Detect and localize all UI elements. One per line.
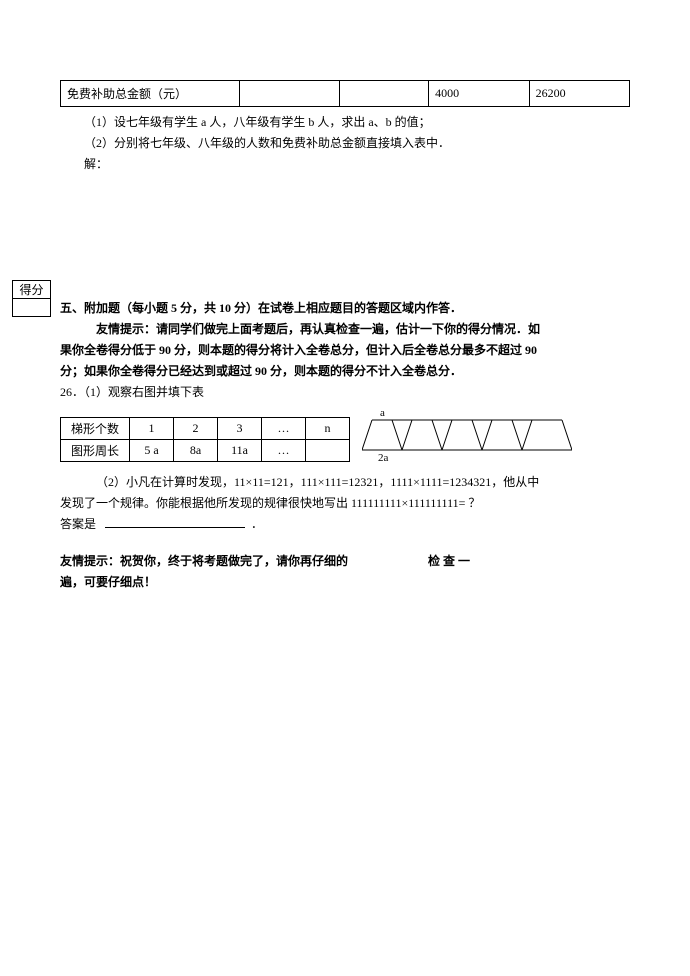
section-5-hint-line-c: 分；如果你全卷得分已经达到或超过 90 分，则本题的得分不计入全卷总分． (60, 362, 630, 381)
table-row: 梯形个数 1 2 3 … n (61, 417, 350, 439)
table-row: 图形周长 5 a 8a 11a … (61, 439, 350, 461)
section-5-title-text: 五、附加题（每小题 5 分，共 10 分）在试卷上相应题目的答题区域内作答． (60, 301, 462, 315)
section-5-title: 五、附加题（每小题 5 分，共 10 分）在试卷上相应题目的答题区域内作答． (60, 299, 630, 318)
cell-c3: 4000 (429, 81, 529, 107)
cell-label: 免费补助总金额（元） (61, 81, 240, 107)
cell-c2 (339, 81, 428, 107)
cell: 11a (218, 439, 262, 461)
q26-part2-line-b: 发现了一个规律。你能根据他所发现的规律很快地写出 111111111×11111… (60, 494, 630, 513)
closing-line-1: 友情提示：祝贺你，终于将考题做完了，请你再仔细的 检 查 一 (60, 552, 630, 571)
cell: 3 (218, 417, 262, 439)
solution-label: 解： (60, 155, 630, 174)
diagram-label-a: a (380, 407, 385, 419)
cell-c1 (239, 81, 339, 107)
cell: 2 (174, 417, 218, 439)
trapezoid-table: 梯形个数 1 2 3 … n 图形周长 5 a 8a 11a … (60, 417, 350, 462)
q26-part2-line-a: （2）小凡在计算时发现，11×11=121，111×111=12321，1111… (60, 473, 630, 492)
subsidy-table: 免费补助总金额（元） 4000 26200 (60, 80, 630, 107)
diagram-label-2a: 2a (378, 452, 389, 461)
q26-stem: 26．（1）观察右图并填下表 (60, 383, 630, 402)
closing-left: 友情提示：祝贺你，终于将考题做完了，请你再仔细的 (60, 554, 348, 568)
cell: 1 (130, 417, 174, 439)
closing-right: 检 查 一 (428, 554, 470, 568)
cell-c4: 26200 (529, 81, 629, 107)
cell: 梯形个数 (61, 417, 130, 439)
trapezoid-diagram: a 2a (362, 405, 572, 465)
question-part-1: （1）设七年级有学生 a 人，八年级有学生 b 人，求出 a、b 的值； (60, 113, 630, 132)
cell: n (306, 417, 350, 439)
cell: 图形周长 (61, 439, 130, 461)
closing-line-2: 遍，可要仔细点！ (60, 573, 630, 592)
question-part-2: （2）分别将七年级、八年级的人数和免费补助总金额直接填入表中． (60, 134, 630, 153)
cell: … (262, 417, 306, 439)
cell: … (262, 439, 306, 461)
cell: 8a (174, 439, 218, 461)
table-row: 免费补助总金额（元） 4000 26200 (61, 81, 630, 107)
answer-suffix: ． (251, 517, 263, 531)
cell (306, 439, 350, 461)
answer-blank (105, 516, 245, 528)
q26-answer-line: 答案是 ． (60, 515, 630, 534)
answer-prefix: 答案是 (60, 517, 96, 531)
section-5-hint-line-a: 友情提示：请同学们做完上面考题后，再认真检查一遍，估计一下你的得分情况．如 (60, 320, 630, 339)
cell: 5 a (130, 439, 174, 461)
section-5-hint-line-b: 果你全卷得分低于 90 分，则本题的得分将计入全卷总分，但计入后全卷总分最多不超… (60, 341, 630, 360)
